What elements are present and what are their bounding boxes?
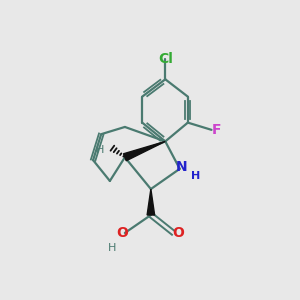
- Text: H: H: [96, 145, 104, 155]
- Text: O: O: [116, 226, 128, 240]
- Text: O: O: [172, 226, 184, 240]
- Text: N: N: [176, 160, 188, 173]
- Text: Cl: Cl: [158, 52, 173, 66]
- Polygon shape: [147, 189, 154, 215]
- Text: H: H: [191, 171, 200, 181]
- Text: F: F: [212, 123, 221, 137]
- Polygon shape: [124, 141, 165, 161]
- Text: H: H: [108, 243, 116, 253]
